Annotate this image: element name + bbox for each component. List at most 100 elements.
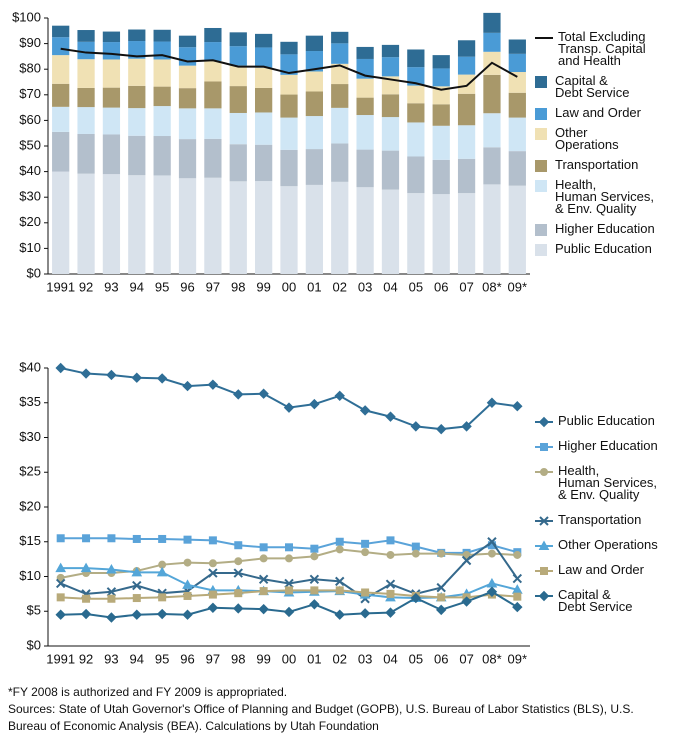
bar-segment (407, 67, 425, 86)
x-tick-label: 03 (358, 279, 372, 294)
y-tick-label: $0 (27, 637, 41, 652)
point (461, 421, 472, 432)
bar-segment (483, 12, 501, 33)
text-line: Higher Education (558, 438, 658, 453)
bar-segment (128, 135, 146, 176)
bar-segment (255, 181, 273, 274)
bar-segment (432, 104, 450, 126)
point (55, 609, 66, 620)
bar-segment (153, 136, 171, 176)
point (208, 590, 217, 599)
legend-label: Other Operations (555, 125, 619, 152)
point (233, 568, 243, 578)
point (386, 536, 395, 545)
y-tick-label: $30 (19, 429, 41, 444)
bar-segment (204, 108, 222, 139)
bar-segment (508, 151, 526, 186)
legend-swatch (535, 128, 547, 140)
legend-label: Law and Order (555, 105, 642, 120)
legend-marker (538, 590, 550, 602)
point (436, 604, 447, 616)
point (461, 596, 472, 607)
bar-segment (128, 29, 146, 42)
y-tick-label: $20 (19, 214, 41, 229)
point (283, 606, 295, 618)
bar-segment (305, 71, 323, 92)
point (207, 379, 219, 390)
text-line: Debt Service (558, 599, 632, 614)
bar-segment (178, 65, 197, 89)
x-tick-label: 97 (206, 651, 220, 666)
legend-marker (539, 516, 549, 526)
point (436, 582, 446, 593)
x-tick-label: 06 (434, 651, 448, 666)
point (158, 534, 167, 543)
text-line: Health, (558, 463, 599, 478)
text-line: Human Services, (558, 475, 657, 490)
point (410, 592, 422, 604)
text-line: Other Operations (558, 537, 658, 552)
legend-label: Health, Human Services, & Env. Quality (555, 177, 654, 216)
bar-segment (178, 47, 197, 66)
bar-segment (381, 117, 400, 151)
charts: $0 $10 $20 $30 $40 $50 $60 $70 $80 $90 $100 1991 92 9… (12, 9, 658, 666)
bar-segment (153, 29, 171, 42)
text-line: Law and Order (558, 562, 645, 577)
legend-swatch (535, 160, 547, 172)
point (208, 536, 217, 545)
bar-segment (483, 32, 501, 52)
x-tick-label: 02 (333, 651, 347, 666)
x-tick-label: 08* (482, 279, 502, 294)
bar-segment (52, 106, 70, 132)
bar-segment (52, 55, 70, 84)
point (132, 580, 142, 591)
text-line: & Env. Quality (558, 487, 640, 502)
point (436, 423, 447, 435)
bar-segment (102, 31, 121, 43)
bar-segment (255, 112, 273, 145)
x-tick-label: 93 (104, 651, 118, 666)
bar-segment (229, 112, 247, 145)
legend-label: Public Education (558, 413, 655, 428)
bar-segment (331, 43, 349, 64)
bar-segment (52, 171, 70, 274)
bar-segment (457, 158, 476, 194)
bar-segment (280, 41, 298, 55)
point (361, 539, 370, 548)
point (80, 608, 92, 620)
bar-segment (432, 68, 450, 87)
x-tick-label: 06 (434, 279, 448, 294)
point (334, 390, 345, 402)
bar-segment (483, 74, 501, 114)
bar-segment (432, 159, 450, 195)
point (131, 372, 142, 383)
bar-segment (457, 74, 476, 94)
text-line: Transp. Capital (558, 41, 646, 56)
x-tick-label: 99 (256, 279, 270, 294)
bar-segment (255, 33, 273, 48)
x-tick-label: 04 (383, 651, 397, 666)
text-line: Transportation (555, 157, 638, 172)
bar-segment (432, 194, 450, 274)
point (285, 586, 293, 595)
point (386, 589, 395, 598)
text-line: Public Education (558, 413, 655, 428)
bar-segment (381, 94, 400, 118)
point (385, 579, 396, 589)
x-tick-label: 00 (282, 651, 296, 666)
point (258, 574, 269, 584)
point (106, 612, 117, 623)
point (512, 601, 523, 613)
y-tick-label: $0 (27, 265, 41, 280)
point (259, 554, 268, 563)
bar-segment (102, 174, 121, 274)
point (462, 550, 471, 559)
bar-segment (229, 181, 247, 274)
point (513, 550, 522, 559)
point (107, 534, 116, 543)
x-tick-label: 07 (459, 651, 473, 666)
text-line: Operations (555, 137, 619, 152)
point (386, 550, 395, 559)
point (335, 576, 345, 587)
y-tick-label: $60 (19, 112, 41, 127)
